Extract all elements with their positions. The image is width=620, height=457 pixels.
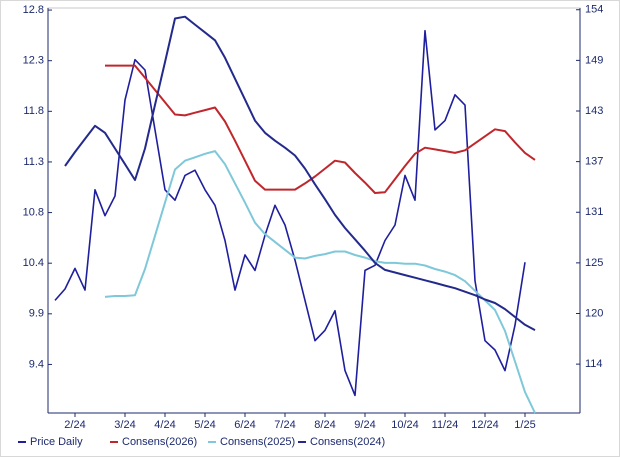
x-tick-label: 5/24	[194, 419, 215, 431]
y-tick-label: 9.4	[29, 358, 44, 370]
x-tick-label: 7/24	[274, 419, 295, 431]
y-tick-label: 12.8	[23, 4, 44, 16]
series-line	[64, 15, 536, 331]
x-tick-label: 3/24	[114, 419, 135, 431]
legend-label: Consens(2024)	[310, 436, 385, 448]
x-tick-label: 6/24	[234, 419, 255, 431]
x-tick-label: 4/24	[154, 419, 175, 431]
y-tick-label: 11.3	[23, 156, 44, 168]
x-tick-label: 11/24	[432, 419, 459, 431]
x-tick-label: 12/24	[471, 419, 499, 431]
y2-tick-label: 125	[585, 257, 603, 269]
legend-label: Price Daily	[30, 436, 83, 448]
series-line	[104, 150, 536, 414]
y2-tick-label: 154	[585, 4, 603, 16]
y-tick-label: 10.8	[23, 206, 44, 218]
series-line	[54, 29, 526, 397]
x-tick-label: 9/24	[354, 419, 375, 431]
plot-area	[47, 7, 581, 414]
x-tick-label: 8/24	[314, 419, 335, 431]
y2-tick-label: 120	[585, 307, 603, 319]
x-tick-label: 2/24	[64, 419, 85, 431]
x-tick-label: 10/24	[391, 419, 419, 431]
y2-tick-label: 149	[585, 54, 603, 66]
x-tick-label: 1/25	[514, 419, 535, 431]
y2-tick-label: 114	[585, 358, 603, 370]
y-tick-label: 11.8	[23, 105, 44, 117]
legend-label: Consens(2026)	[122, 436, 197, 448]
legend-label: Consens(2025)	[220, 436, 295, 448]
y-tick-label: 10.4	[23, 257, 44, 269]
y2-tick-label: 137	[585, 156, 603, 168]
y-tick-label: 12.3	[23, 55, 44, 67]
series-line	[105, 64, 536, 194]
y2-tick-label: 131	[585, 206, 603, 218]
y-tick-label: 9.9	[29, 308, 44, 320]
y2-tick-label: 143	[585, 105, 603, 117]
